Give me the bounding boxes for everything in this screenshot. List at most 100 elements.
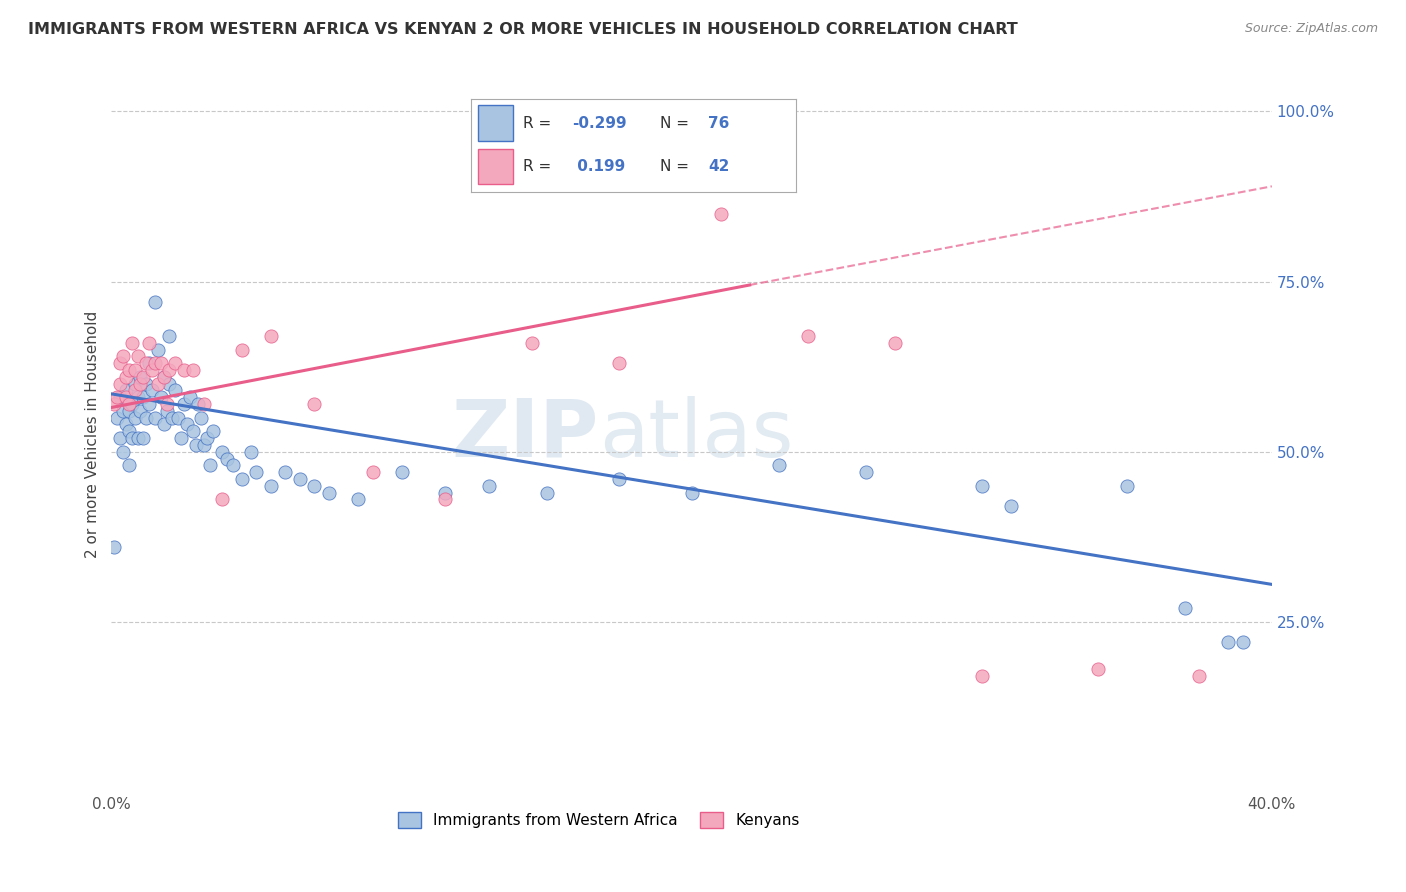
Point xyxy=(883,335,905,350)
Point xyxy=(149,390,172,404)
Point xyxy=(304,397,326,411)
Point xyxy=(118,458,141,473)
Point xyxy=(361,465,384,479)
Point xyxy=(138,356,160,370)
Point xyxy=(536,485,558,500)
Point xyxy=(132,390,155,404)
Point xyxy=(129,376,152,391)
Point xyxy=(187,397,209,411)
Point xyxy=(121,431,143,445)
Point xyxy=(198,458,221,473)
Point xyxy=(176,417,198,432)
Point xyxy=(217,451,239,466)
Point xyxy=(108,356,131,370)
Point xyxy=(138,335,160,350)
Point xyxy=(239,444,262,458)
Text: ZIP: ZIP xyxy=(451,396,599,474)
Point xyxy=(129,404,152,418)
Point xyxy=(477,479,499,493)
Point xyxy=(155,397,177,411)
Point xyxy=(124,384,146,398)
Point xyxy=(193,438,215,452)
Point xyxy=(193,397,215,411)
Point xyxy=(124,410,146,425)
Point xyxy=(135,356,157,370)
Point xyxy=(103,397,125,411)
Point xyxy=(108,431,131,445)
Point xyxy=(710,206,733,220)
Point xyxy=(132,369,155,384)
Point xyxy=(190,410,212,425)
Point xyxy=(520,335,543,350)
Point xyxy=(607,472,630,486)
Point xyxy=(149,356,172,370)
Point xyxy=(115,369,138,384)
Point xyxy=(141,363,163,377)
Point xyxy=(681,485,703,500)
Point xyxy=(260,329,283,343)
Point xyxy=(146,343,169,357)
Point xyxy=(129,369,152,384)
Point xyxy=(115,390,138,404)
Point xyxy=(970,479,993,493)
Point xyxy=(105,410,128,425)
Point xyxy=(111,444,134,458)
Point xyxy=(108,390,131,404)
Point xyxy=(132,431,155,445)
Point xyxy=(115,417,138,432)
Point xyxy=(152,369,174,384)
Point xyxy=(159,329,181,343)
Point xyxy=(115,384,138,398)
Point xyxy=(170,431,193,445)
Text: atlas: atlas xyxy=(599,396,793,474)
Point xyxy=(127,350,149,364)
Point xyxy=(1000,499,1022,513)
Point xyxy=(118,404,141,418)
Y-axis label: 2 or more Vehicles in Household: 2 or more Vehicles in Household xyxy=(86,311,100,558)
Point xyxy=(1087,663,1109,677)
Point xyxy=(118,363,141,377)
Point xyxy=(167,410,190,425)
Point xyxy=(103,540,125,554)
Point xyxy=(143,410,166,425)
Point xyxy=(135,376,157,391)
Point xyxy=(288,472,311,486)
Point xyxy=(146,376,169,391)
Point xyxy=(121,335,143,350)
Point xyxy=(165,384,187,398)
Point xyxy=(143,356,166,370)
Point xyxy=(105,390,128,404)
Point xyxy=(118,397,141,411)
Point xyxy=(121,397,143,411)
Point xyxy=(391,465,413,479)
Point xyxy=(111,404,134,418)
Point xyxy=(141,384,163,398)
Point xyxy=(127,431,149,445)
Point xyxy=(159,376,181,391)
Text: IMMIGRANTS FROM WESTERN AFRICA VS KENYAN 2 OR MORE VEHICLES IN HOUSEHOLD CORRELA: IMMIGRANTS FROM WESTERN AFRICA VS KENYAN… xyxy=(28,22,1018,37)
Point xyxy=(1188,669,1211,683)
Point xyxy=(211,492,233,507)
Point xyxy=(231,343,253,357)
Point xyxy=(1174,601,1197,615)
Legend: Immigrants from Western Africa, Kenyans: Immigrants from Western Africa, Kenyans xyxy=(392,806,806,834)
Point xyxy=(1232,635,1254,649)
Point xyxy=(124,376,146,391)
Point xyxy=(434,485,457,500)
Point xyxy=(165,356,187,370)
Point xyxy=(195,431,218,445)
Point xyxy=(181,363,204,377)
Point xyxy=(181,425,204,439)
Point xyxy=(318,485,340,500)
Point xyxy=(347,492,370,507)
Point xyxy=(152,417,174,432)
Point xyxy=(179,390,201,404)
Point xyxy=(260,479,283,493)
Point xyxy=(143,295,166,310)
Point xyxy=(184,438,207,452)
Point xyxy=(135,410,157,425)
Point xyxy=(231,472,253,486)
Point xyxy=(159,363,181,377)
Point xyxy=(607,356,630,370)
Point xyxy=(304,479,326,493)
